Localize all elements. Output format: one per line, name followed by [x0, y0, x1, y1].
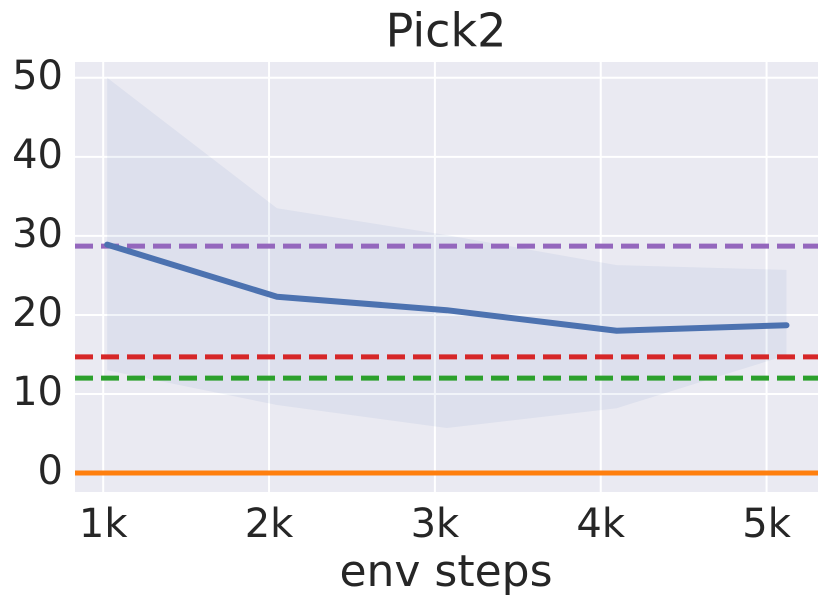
y-tick-label: 40 — [12, 132, 63, 178]
y-tick-label: 30 — [12, 211, 63, 257]
x-tick-label: 2k — [245, 501, 294, 547]
x-tick-label: 3k — [411, 501, 460, 547]
x-axis-label: env steps — [339, 546, 552, 597]
confidence-band — [107, 77, 787, 428]
y-tick-label: 10 — [12, 369, 63, 415]
x-tick-label: 4k — [576, 501, 625, 547]
x-tick-label: 1k — [79, 501, 128, 547]
y-tick-label: 50 — [12, 53, 63, 99]
y-tick-label: 20 — [12, 290, 63, 336]
chart-title: Pick2 — [386, 4, 507, 58]
y-tick-label: 0 — [38, 448, 63, 494]
x-tick-label: 5k — [742, 501, 791, 547]
data-line — [104, 241, 790, 334]
plot-background — [75, 62, 818, 492]
